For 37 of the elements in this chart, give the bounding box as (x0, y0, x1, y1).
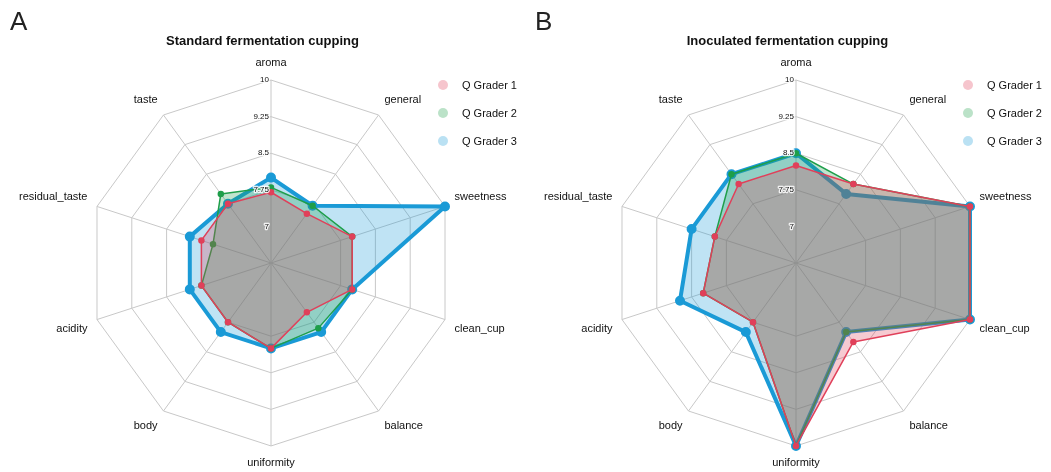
spoke-label: acidity (56, 322, 88, 335)
legend-label: Q Grader 1 (461, 79, 517, 91)
spoke-label: sweetness (979, 189, 1032, 202)
y-tick-label: 7 (264, 221, 270, 231)
spoke-label: balance (384, 418, 423, 431)
spoke-label: aroma (780, 56, 813, 69)
spoke-label: body (658, 418, 684, 431)
y-tick-label: 7 (789, 221, 795, 231)
spoke-label: general (909, 93, 947, 106)
y-tick-label: 10 (785, 75, 795, 85)
y-tick-label: 8.5 (257, 148, 270, 158)
text: B (535, 6, 553, 37)
spoke-label: sweetness (454, 189, 507, 202)
legend-label: Q Grader 1 (986, 79, 1042, 91)
spoke-label: body (133, 418, 159, 431)
spoke-label: balance (909, 418, 948, 431)
spoke-label: acidity (581, 322, 613, 335)
text: A (10, 6, 28, 37)
spoke-label: residual_taste (543, 189, 613, 202)
y-tick-label: 10 (260, 75, 270, 85)
spoke-label: clean_cup (454, 322, 505, 335)
chart-title: Inoculated fermentation cupping (686, 33, 889, 49)
spoke-label: clean_cup (979, 322, 1030, 335)
legend-label: Q Grader 3 (461, 135, 517, 147)
chart-title: Standard fermentation cupping (166, 33, 359, 49)
y-tick-label: 9.25 (778, 111, 795, 121)
spoke-label: uniformity (772, 455, 821, 468)
spoke-label: uniformity (247, 455, 296, 468)
spoke-label: aroma (255, 56, 288, 69)
spoke-label: general (384, 93, 422, 106)
spoke-label: residual_taste (18, 189, 88, 202)
spoke-label: taste (658, 93, 683, 106)
spoke-label: taste (133, 93, 158, 106)
legend-label: Q Grader 3 (986, 135, 1042, 147)
legend-label: Q Grader 2 (461, 107, 517, 119)
legend-label: Q Grader 2 (986, 107, 1042, 119)
y-tick-label: 9.25 (253, 111, 270, 121)
